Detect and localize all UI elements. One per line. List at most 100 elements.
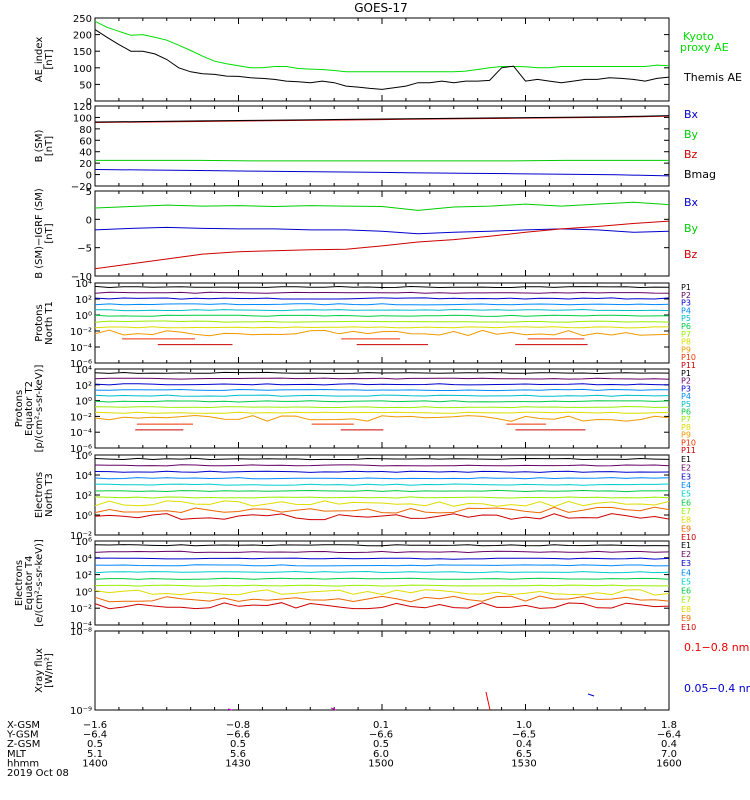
legend-themis-ae: Themis AE <box>683 71 742 84</box>
y-tick-label: 10⁻² <box>70 531 92 542</box>
y-axis-label: [W/m²] <box>44 653 55 688</box>
y-tick-label: 10⁰ <box>75 397 92 408</box>
footer-value: −6.6 <box>226 730 250 741</box>
channel-e9 <box>94 506 670 514</box>
series-bz <box>94 220 670 270</box>
panel-frame <box>94 368 670 449</box>
series-bx <box>94 169 670 177</box>
y-tick-label: −20 <box>71 182 92 193</box>
channel-e8 <box>94 500 670 508</box>
orbit-footer: X-GSM −1.6 −0.8 0.1 1.0 1.8 Y-GSM −6.4 −6.6 −6.6 −… <box>6 720 682 779</box>
xray-short-trace <box>227 708 233 711</box>
panel-4: 10⁴ 10² 10⁰ 10⁻² 10⁻⁴ 10⁻⁶ Protons North T1 P1P2… <box>34 279 696 370</box>
y-tick-label: 120 <box>73 102 92 113</box>
channel-e2 <box>94 550 670 554</box>
legend-e6: E6 <box>681 587 691 596</box>
y-tick-label: 5 <box>86 187 92 198</box>
y-tick-label: 0 <box>86 171 92 182</box>
footer-value: 0.4 <box>661 739 677 750</box>
legend-p10: P10 <box>681 438 696 447</box>
legend-e9: E9 <box>681 524 691 533</box>
panel-frame <box>94 454 670 536</box>
legend-bx: Bx <box>684 196 699 209</box>
y-tick-label: 10⁴ <box>75 279 92 290</box>
footer-value: 1500 <box>368 758 393 769</box>
y-axis-label: [nT] <box>44 49 55 69</box>
channel-p9 <box>94 414 670 422</box>
footer-value: 6.0 <box>373 749 389 760</box>
legend-e8: E8 <box>681 516 691 525</box>
legend-e10: E10 <box>681 533 696 542</box>
channel-e5 <box>94 570 670 574</box>
panel-8: 10⁻⁸ 10⁻⁹ Xray flux [W/m²] 0.1−0.8 nm 0.05−0.… <box>34 627 750 717</box>
y-tick-label: 10⁻⁹ <box>70 706 92 717</box>
footer-label-y-gsm: Y-GSM <box>6 730 39 741</box>
legend-e4: E4 <box>681 568 691 577</box>
legend-p8: P8 <box>681 423 691 432</box>
legend-e2: E2 <box>681 464 691 473</box>
channel-p7 <box>94 405 670 409</box>
footer-value: −1.6 <box>83 720 107 731</box>
legend-p11: P11 <box>681 446 696 455</box>
panel-frame <box>94 282 670 364</box>
legend-e2: E2 <box>681 550 691 559</box>
legend-e3: E3 <box>681 559 691 568</box>
y-tick-label: 100 <box>73 64 92 75</box>
channel-p4 <box>94 303 670 306</box>
channel-p8 <box>94 411 670 414</box>
channel-p5 <box>94 308 670 312</box>
channel-e3 <box>94 557 670 560</box>
footer-value: 1430 <box>225 758 250 769</box>
legend-p10: P10 <box>681 353 696 362</box>
channel-e7 <box>94 584 669 587</box>
y-tick-label: 10⁰ <box>75 311 92 322</box>
legend-e10: E10 <box>681 623 696 632</box>
y-tick-label: 10⁻⁶ <box>70 444 92 455</box>
channel-e6 <box>94 577 670 580</box>
footer-value: 0.4 <box>516 739 532 750</box>
y-axis-label: [nT] <box>44 223 55 243</box>
legend-p4: P4 <box>681 392 691 401</box>
legend-e1: E1 <box>681 455 691 464</box>
legend-e5: E5 <box>681 490 691 499</box>
channel-e7 <box>94 496 670 499</box>
y-tick-label: −5 <box>77 244 92 255</box>
channel-e10 <box>94 602 670 610</box>
y-tick-label: 10⁴ <box>75 471 92 482</box>
y-tick-label: 0 <box>86 97 92 108</box>
series-by <box>95 159 669 162</box>
channel-e9 <box>94 595 670 603</box>
legend-p9: P9 <box>681 431 691 440</box>
footer-value: −6.4 <box>83 730 107 741</box>
y-tick-label: 60 <box>79 136 92 147</box>
channel-p1 <box>94 371 670 375</box>
channel-e8 <box>94 589 670 596</box>
panel-frame <box>94 540 670 626</box>
legend-e8: E8 <box>681 605 691 614</box>
footer-label-mlt: MLT <box>7 749 27 760</box>
channel-e4 <box>94 564 670 567</box>
y-tick-label: 80 <box>79 125 92 136</box>
channel-e3 <box>94 470 670 473</box>
legend-e7: E7 <box>681 507 691 516</box>
y-tick-label: 10⁰ <box>75 587 92 598</box>
legend-p6: P6 <box>681 408 691 417</box>
footer-value: 5.1 <box>87 749 103 760</box>
channel-p6 <box>94 314 670 317</box>
panel-frame <box>94 190 670 277</box>
y-tick-label: 10⁻² <box>70 604 92 615</box>
series-bmag <box>94 115 670 123</box>
y-axis-label: B (SM) <box>34 129 45 162</box>
footer-value: 0.5 <box>373 739 389 750</box>
channel-p9 <box>94 329 670 337</box>
y-tick-label: 10⁰ <box>75 511 92 522</box>
legend-p3: P3 <box>681 299 691 308</box>
legend-e7: E7 <box>681 596 691 605</box>
legend-e1: E1 <box>681 541 691 550</box>
legend-bz: Bz <box>684 148 698 161</box>
legend-bz: Bz <box>684 248 698 261</box>
y-tick-label: 10⁻² <box>70 327 92 338</box>
legend-p1: P1 <box>681 283 691 292</box>
y-axis-label: B (SM)−IGRF (SM) <box>34 188 45 279</box>
